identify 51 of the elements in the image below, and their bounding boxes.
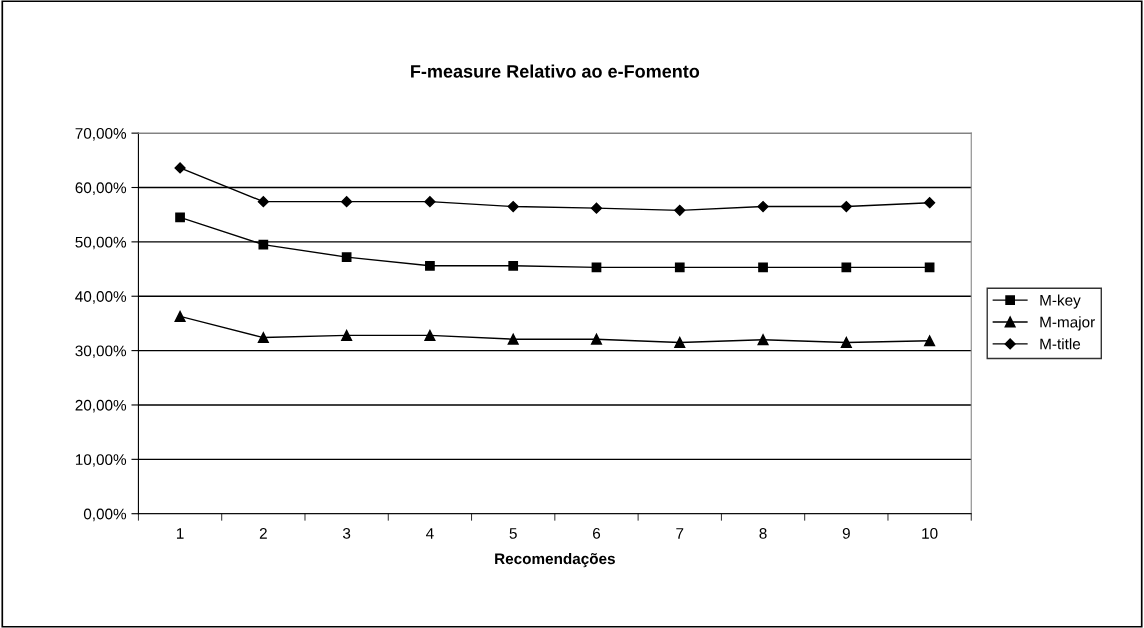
point — [758, 262, 768, 273]
x-tick-label: 9 — [842, 528, 850, 539]
x-tick-label: 7 — [676, 528, 684, 539]
y-tick-label: 40,00% — [75, 291, 127, 304]
x-tick-label: 1 — [176, 528, 184, 539]
x-tick-label: 4 — [426, 528, 434, 539]
point — [674, 262, 685, 273]
point — [174, 162, 186, 174]
y-tick-label: 60,00% — [75, 182, 127, 195]
x-axis-title: Recomendações — [495, 552, 615, 568]
x-tick-label: 5 — [509, 528, 517, 539]
x-tick-label: 8 — [759, 528, 767, 539]
point — [341, 196, 353, 208]
legend-label: M-key — [1040, 294, 1081, 309]
point — [174, 310, 186, 322]
point — [674, 204, 686, 216]
x-tick-label: 3 — [342, 528, 351, 539]
point — [841, 262, 852, 273]
y-tick-label: 20,00% — [75, 399, 127, 413]
point — [924, 335, 936, 347]
point — [757, 200, 769, 213]
point — [508, 260, 519, 271]
x-tick-label: 2 — [259, 528, 267, 539]
y-tick-label: 50,00% — [75, 236, 127, 250]
point — [757, 334, 769, 346]
point — [257, 331, 269, 344]
point — [674, 336, 686, 349]
chart-title: F-measure Relativo ao e-Fomento — [411, 64, 700, 78]
x-tick-label: 10 — [922, 528, 938, 539]
point — [175, 212, 185, 223]
y-tick-label: 0,00% — [83, 508, 127, 522]
y-tick-label: 10,00% — [75, 454, 127, 467]
point — [590, 202, 603, 214]
point — [341, 329, 353, 341]
point — [258, 239, 269, 250]
x-tick-label: 6 — [593, 528, 601, 539]
legend-label: M-major — [1040, 316, 1095, 331]
point — [424, 329, 436, 341]
point — [590, 333, 603, 345]
legend-label: M-title — [1040, 338, 1081, 350]
point — [257, 196, 269, 208]
point — [840, 200, 852, 213]
point — [507, 333, 519, 345]
point — [507, 200, 519, 213]
point — [840, 336, 852, 349]
point — [424, 196, 436, 208]
y-tick-label: 30,00% — [75, 345, 127, 359]
point — [425, 260, 435, 271]
point — [924, 197, 936, 209]
point — [341, 252, 352, 262]
y-tick-label: 70,00% — [75, 128, 127, 141]
